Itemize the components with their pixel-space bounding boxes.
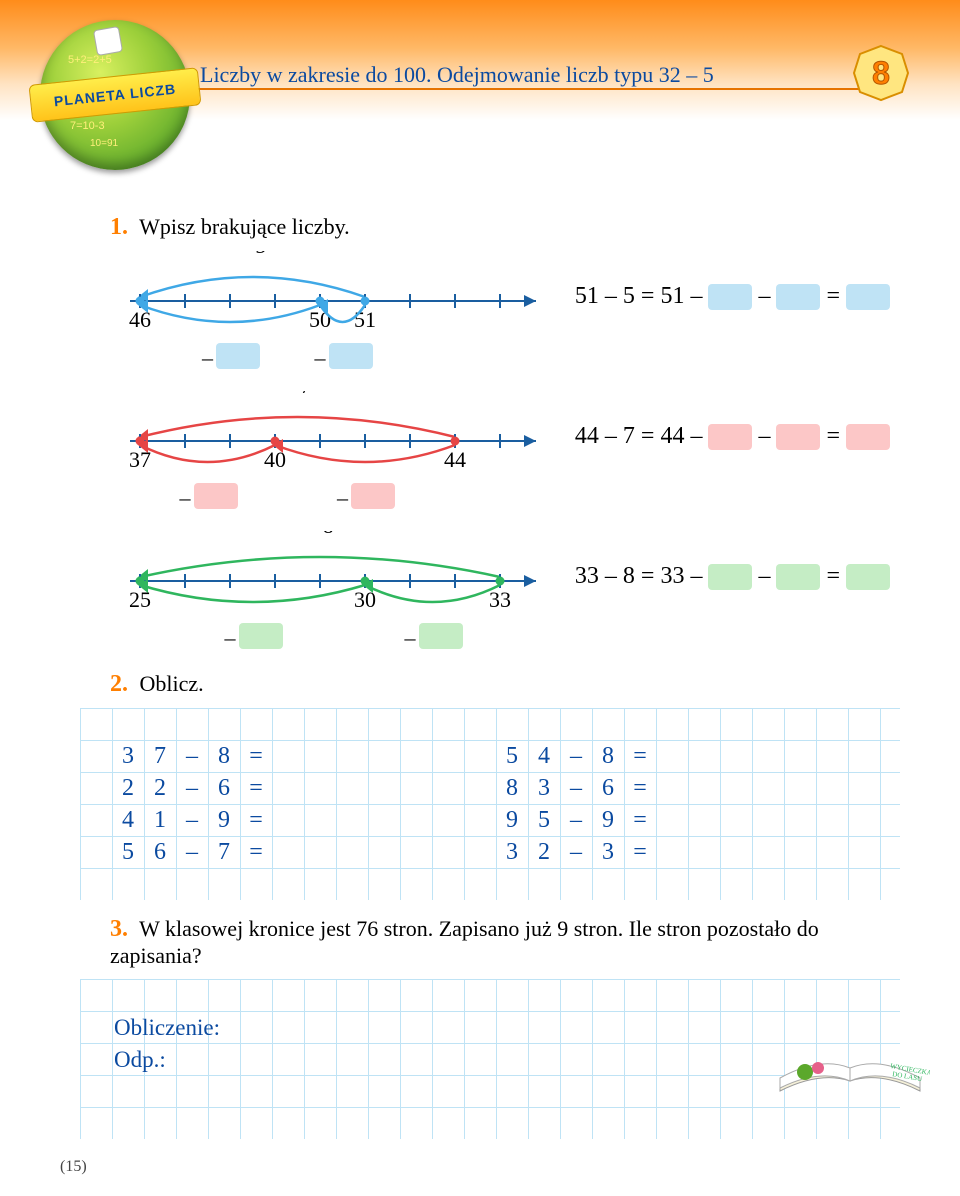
equation: 44 – 7 = 44 – – = xyxy=(575,423,890,450)
chapter-title: Liczby w zakresie do 100. Odejmowanie li… xyxy=(200,62,714,88)
fill-blank[interactable] xyxy=(708,564,752,590)
number-line: 374044– 7––44 – 7 = 44 – – = xyxy=(110,391,900,501)
grid-char: 4 xyxy=(112,804,144,836)
svg-text:– 7: – 7 xyxy=(283,391,312,398)
grid-char: 8 xyxy=(496,772,528,804)
grid-char: 8 xyxy=(592,740,624,772)
task1-heading: 1. Wpisz brakujące liczby. xyxy=(110,214,900,241)
fill-blank[interactable] xyxy=(846,284,890,310)
equation: 33 – 8 = 33 – – = xyxy=(575,563,890,590)
grid-char: – xyxy=(176,836,208,868)
planet-ribbon: PLANETA LICZB xyxy=(28,67,201,123)
grid-char: = xyxy=(624,772,656,804)
grid-char: 7 xyxy=(208,836,240,868)
task-number: 1. xyxy=(110,214,128,240)
page-number: 8 xyxy=(872,55,890,91)
grid-char: – xyxy=(560,740,592,772)
grid-char: 6 xyxy=(592,772,624,804)
footer-page: (15) xyxy=(60,1158,87,1176)
svg-text:51: 51 xyxy=(354,307,376,332)
fill-blank[interactable] xyxy=(216,343,260,369)
grid-char: = xyxy=(624,836,656,868)
grid-char: = xyxy=(624,740,656,772)
grid-char: 9 xyxy=(208,804,240,836)
grid-char: 5 xyxy=(528,804,560,836)
grid-char: – xyxy=(176,772,208,804)
grid-char: = xyxy=(240,772,272,804)
task-text: W klasowej kronice jest 76 stron. Zapisa… xyxy=(110,916,819,968)
grid-char: 4 xyxy=(528,740,560,772)
answer-label: Odp.: xyxy=(114,1047,166,1073)
grid-char: 9 xyxy=(496,804,528,836)
grid-char: 5 xyxy=(112,836,144,868)
grid-char: = xyxy=(240,740,272,772)
fill-blank[interactable] xyxy=(419,623,463,649)
grid-char: – xyxy=(560,836,592,868)
fill-blank[interactable] xyxy=(708,424,752,450)
svg-text:– 8: – 8 xyxy=(305,531,334,538)
header-rule xyxy=(180,88,900,90)
planet-badge: 5+2=2+5 PLANETA LICZB 7=10-3 10=91 xyxy=(40,20,190,170)
dice-icon xyxy=(93,26,123,56)
fill-blank[interactable] xyxy=(329,343,373,369)
calc-label: Obliczenie: xyxy=(114,1015,220,1041)
grid-char: = xyxy=(240,836,272,868)
grid-char: – xyxy=(560,772,592,804)
fill-blank[interactable] xyxy=(194,483,238,509)
grid-char: 2 xyxy=(528,836,560,868)
planet-expr: 10=91 xyxy=(90,138,118,149)
task3-heading: 3. W klasowej kronice jest 76 stron. Zap… xyxy=(110,916,900,969)
grid-char: 3 xyxy=(112,740,144,772)
fill-blank[interactable] xyxy=(846,564,890,590)
grid-char: 8 xyxy=(208,740,240,772)
grid-char: = xyxy=(624,804,656,836)
grid-char: 3 xyxy=(496,836,528,868)
grid-char: 3 xyxy=(528,772,560,804)
fill-blank[interactable] xyxy=(776,284,820,310)
task2-heading: 2. Oblicz. xyxy=(110,671,900,698)
task-number: 2. xyxy=(110,671,128,697)
planet-expr: 7=10-3 xyxy=(70,120,105,132)
number-line: 465051– 5––51 – 5 = 51 – – = xyxy=(110,251,900,361)
task-number: 3. xyxy=(110,916,128,942)
svg-text:– 5: – 5 xyxy=(238,251,267,258)
grid-char: – xyxy=(560,804,592,836)
grid-char: 2 xyxy=(112,772,144,804)
grid-char: – xyxy=(176,804,208,836)
task-text: Wpisz brakujące liczby. xyxy=(139,214,350,239)
fill-blank[interactable] xyxy=(239,623,283,649)
fill-blank[interactable] xyxy=(846,424,890,450)
grid-char: – xyxy=(176,740,208,772)
number-line: 253033– 8––33 – 8 = 33 – – = xyxy=(110,531,900,641)
svg-text:33: 33 xyxy=(489,587,511,612)
fill-blank[interactable] xyxy=(351,483,395,509)
fill-blank[interactable] xyxy=(776,564,820,590)
fill-blank[interactable] xyxy=(708,284,752,310)
equation: 51 – 5 = 51 – – = xyxy=(575,283,890,310)
fill-blank[interactable] xyxy=(776,424,820,450)
grid-char: 7 xyxy=(144,740,176,772)
grid-char: 9 xyxy=(592,804,624,836)
grid-char: 6 xyxy=(144,836,176,868)
grid-char: 2 xyxy=(144,772,176,804)
grid-char: 3 xyxy=(592,836,624,868)
grid-char: 6 xyxy=(208,772,240,804)
planet-expr: 5+2=2+5 xyxy=(68,54,112,66)
grid-char: = xyxy=(240,804,272,836)
open-book-icon: WYCIECZKA DO LASU xyxy=(770,1006,930,1106)
grid-char: 5 xyxy=(496,740,528,772)
page-number-badge: 8 xyxy=(852,44,910,102)
calc-grid: 37–8=22–6=41–9=56–7=54–8=83–6=95–9=32–3= xyxy=(80,708,900,900)
svg-text:44: 44 xyxy=(444,447,466,472)
task-text: Oblicz. xyxy=(140,671,204,696)
grid-char: 1 xyxy=(144,804,176,836)
